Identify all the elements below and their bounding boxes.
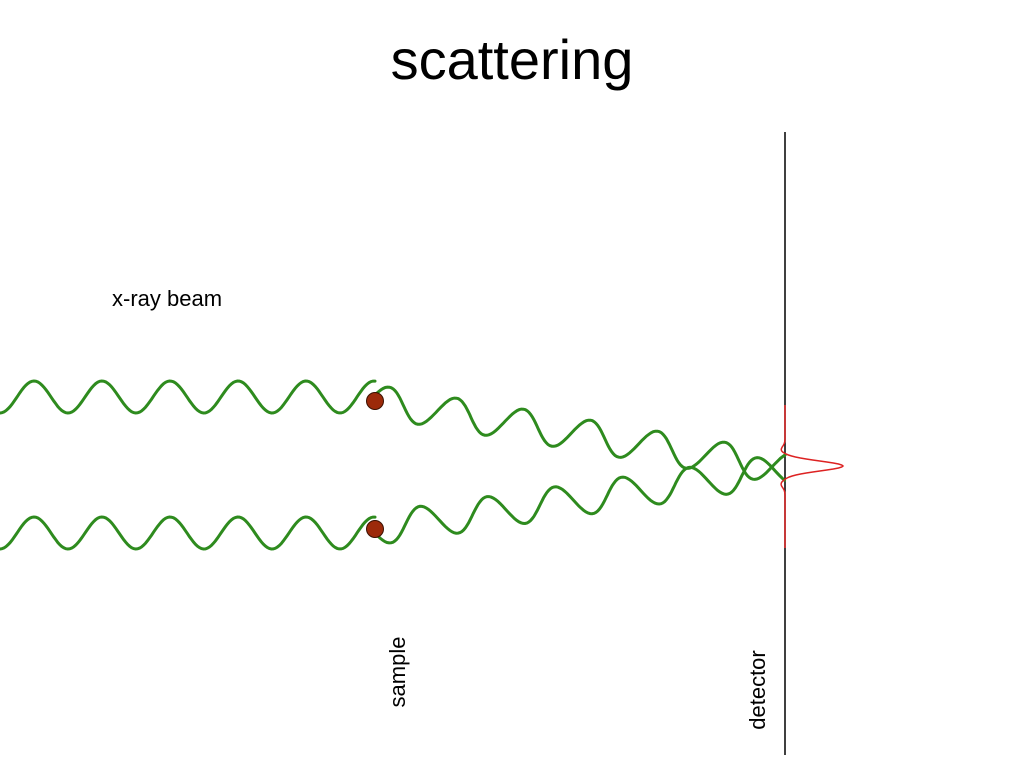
intensity-peak-curve [780, 405, 845, 548]
scattered-wave-top [374, 385, 787, 481]
incident-wave-bottom [0, 515, 377, 551]
sample-label: sample [385, 636, 410, 708]
x-ray-beam-label: x-ray beam [112, 286, 223, 311]
slide-title: scattering [390, 28, 634, 91]
scattered-wave-bottom [374, 456, 786, 545]
sample-atom-bottom [366, 520, 384, 538]
detector-label: detector [745, 650, 770, 730]
sample-atom-top [366, 392, 384, 410]
incident-wave-top [0, 379, 377, 415]
